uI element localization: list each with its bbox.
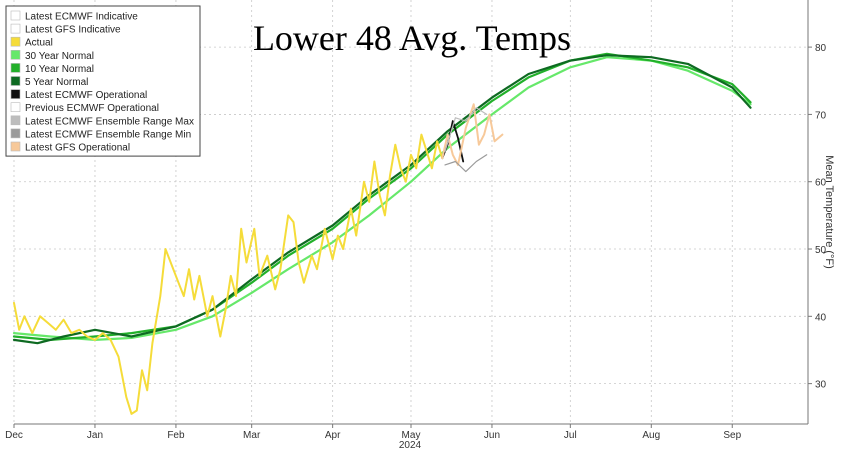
y-tick-label: 60 <box>815 178 827 189</box>
x-tick-label: Jan <box>87 430 103 441</box>
y-tick-label: 30 <box>815 380 827 391</box>
legend-swatch <box>10 89 21 99</box>
legend-swatch <box>10 115 21 126</box>
series-line-latest-gfs-operational <box>441 103 504 166</box>
series-line-latest-ecmwf-ensemble-range-max <box>444 107 488 152</box>
x-tick-label: Dec <box>5 430 23 441</box>
legend-swatch <box>10 76 21 86</box>
legend-entry: Latest ECMWF Ensemble Range Min <box>25 129 191 140</box>
legend-swatch <box>10 10 21 21</box>
legend-entry: Latest ECMWF Ensemble Range Max <box>25 116 194 127</box>
legend-entry: Actual <box>25 38 53 49</box>
legend-swatch <box>10 63 21 73</box>
y-tick-label: 50 <box>815 245 827 256</box>
y-tick-layer: 30 40 50 60 70 80 <box>808 43 827 391</box>
legend-entry: Previous ECMWF Operational <box>25 103 159 114</box>
legend: Latest ECMWF Indicative Latest GFS Indica… <box>5 5 201 157</box>
legend-entry: Latest GFS Indicative <box>25 25 121 36</box>
y-axis-label: Mean Temperature (°F) <box>823 155 835 269</box>
x-axis-year-label: 2024 <box>399 440 422 451</box>
legend-entry: Latest GFS Operational <box>25 143 130 154</box>
series-line-10-year-normal <box>12 52 752 341</box>
legend-swatch <box>10 36 21 47</box>
x-tick-label: Sep <box>723 430 741 441</box>
legend-box <box>5 5 201 157</box>
x-tick-label: Jun <box>484 430 500 441</box>
legend-entry: Latest ECMWF Indicative <box>25 12 138 23</box>
legend-swatch <box>10 49 21 60</box>
x-tick-layer: Dec Jan Feb Mar Apr May Jun Jul Aug Sep <box>5 424 742 441</box>
x-tick-label: Aug <box>642 430 660 441</box>
legend-swatch <box>10 141 21 152</box>
x-tick-label: May <box>402 430 421 441</box>
legend-entry: 10 Year Normal <box>25 64 94 75</box>
x-tick-label: Jul <box>564 430 577 441</box>
y-tick-label: 70 <box>815 110 827 121</box>
y-tick-label: 80 <box>815 43 827 54</box>
series-layer <box>12 52 752 415</box>
legend-entry: Latest ECMWF Operational <box>25 90 147 101</box>
y-tick-label: 40 <box>815 312 827 323</box>
legend-swatch <box>10 128 21 139</box>
legend-entry: 5 Year Normal <box>25 77 88 88</box>
chart-title: Lower 48 Avg. Temps <box>253 18 571 58</box>
series-line-latest-ecmwf-ensemble-range-min <box>444 154 488 173</box>
x-tick-label: Apr <box>325 430 341 441</box>
legend-swatch <box>10 23 21 34</box>
x-tick-label: Mar <box>243 430 261 441</box>
legend-swatch <box>10 102 21 112</box>
legend-entry: 30 Year Normal <box>25 51 94 62</box>
series-line-actual <box>13 133 444 415</box>
x-tick-label: Feb <box>167 430 185 441</box>
